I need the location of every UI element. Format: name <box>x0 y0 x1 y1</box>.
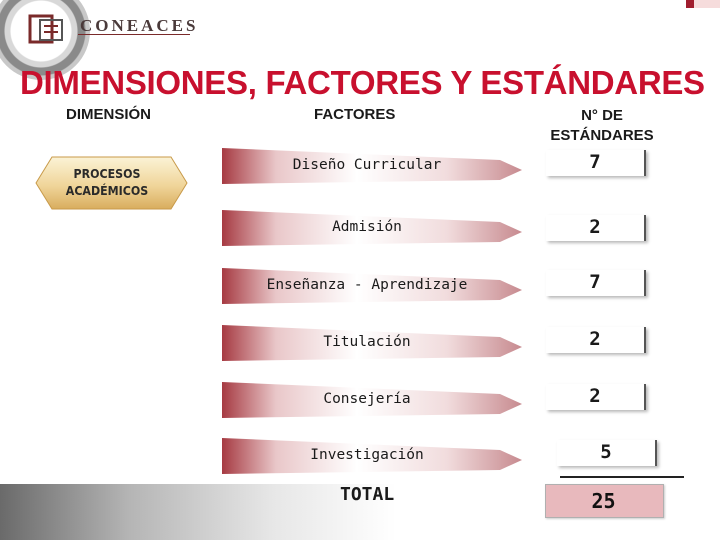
logo-wordmark: CONEACES <box>80 16 199 35</box>
standard-count-box <box>546 270 646 296</box>
header-standards-line2: ESTÁNDARES <box>550 127 654 144</box>
factor-label: Investigación <box>310 447 424 463</box>
dimension-label: PROCESOS ACADÉMICOS <box>40 160 174 206</box>
factor-label: Consejería <box>323 391 411 407</box>
page-title: DIMENSIONES, FACTORES Y ESTÁNDARES <box>20 64 705 101</box>
header-factors: FACTORES <box>314 106 396 123</box>
factor-bar <box>222 382 522 418</box>
dimension-line2: ACADÉMICOS <box>65 184 149 198</box>
standard-count-box <box>546 327 646 353</box>
factor-bar <box>222 325 522 361</box>
standard-count: 7 <box>589 271 601 293</box>
header-dimension: DIMENSIÓN <box>66 106 152 123</box>
standard-count-box <box>557 440 657 466</box>
standard-count: 5 <box>600 441 612 463</box>
standard-count-box <box>546 215 646 241</box>
standard-count: 2 <box>589 385 601 407</box>
bottom-rule <box>560 476 684 478</box>
factor-label: Titulación <box>323 334 411 350</box>
total-label: TOTAL <box>340 484 395 505</box>
total-value: 25 <box>591 489 616 513</box>
corner-accent <box>686 0 694 8</box>
standard-count: 7 <box>589 151 601 173</box>
factor-label: Enseñanza - Aprendizaje <box>266 277 468 293</box>
header-standards: N° DE ESTÁNDARES <box>540 106 664 146</box>
factor-label: Diseño Curricular <box>292 157 442 173</box>
factor-bar <box>222 148 522 184</box>
standard-count-box <box>546 384 646 410</box>
standard-count: 2 <box>589 216 601 238</box>
standard-count-box <box>546 150 646 176</box>
factor-bar <box>222 268 522 304</box>
header-standards-line1: N° DE <box>581 107 623 124</box>
logo-rule <box>78 34 190 35</box>
standard-count: 2 <box>589 328 601 350</box>
corner-tab <box>694 0 720 8</box>
dimension-hexagon <box>35 156 188 210</box>
factor-bar <box>222 210 522 246</box>
factor-bar <box>222 438 522 474</box>
dimension-line1: PROCESOS <box>73 167 141 181</box>
total-box <box>545 484 664 518</box>
logo-mark-icon <box>28 14 63 44</box>
factor-label: Admisión <box>332 219 402 235</box>
